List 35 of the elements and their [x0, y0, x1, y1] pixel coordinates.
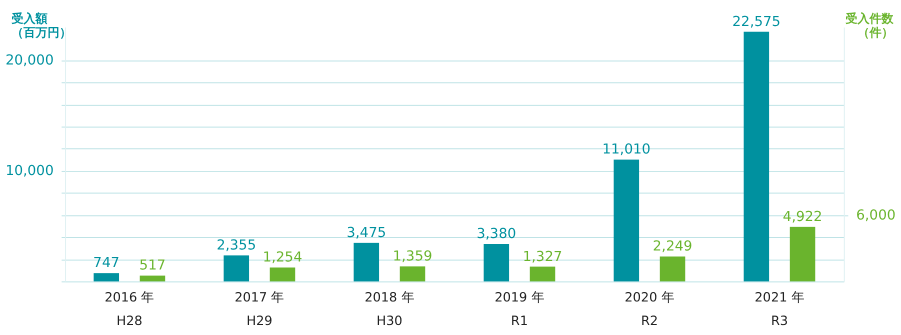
x-tick-label: 2016 年 H28 — [104, 290, 154, 330]
data-label: 22,575 — [732, 14, 781, 30]
y2-tick-label: 6,000 — [856, 207, 896, 224]
x-tick-label: 2018 年 H30 — [364, 290, 414, 330]
bar — [660, 256, 686, 282]
bar — [614, 160, 640, 282]
data-label: 747 — [93, 255, 120, 272]
bar — [224, 255, 250, 282]
x-tick-label: 2017 年 H29 — [234, 290, 284, 330]
data-label: 4,922 — [782, 209, 822, 226]
data-label: 2,249 — [652, 238, 692, 255]
y2-axis-title: 受入件数（件） — [844, 12, 895, 40]
data-label: 1,254 — [262, 250, 302, 266]
data-label: 3,380 — [476, 226, 516, 242]
bar — [94, 273, 120, 282]
bar — [790, 226, 816, 282]
bar — [744, 32, 770, 282]
y-tick-label: 10,000 — [5, 163, 54, 180]
y-axis-title: 受入額（百万円） — [10, 12, 72, 40]
bar — [484, 244, 510, 282]
data-label: 1,359 — [392, 248, 432, 264]
bar — [140, 276, 166, 282]
data-label: 517 — [139, 258, 166, 274]
x-tick-label: 2021 年 R3 — [754, 290, 804, 330]
x-tick-label: 2020 年 R2 — [624, 290, 674, 330]
data-label: 11,010 — [602, 142, 651, 158]
bar — [354, 242, 380, 282]
bar — [400, 266, 426, 282]
data-label: 2,355 — [216, 237, 256, 254]
y-tick-label: 20,000 — [5, 52, 54, 69]
bar — [530, 266, 556, 282]
data-label: 1,327 — [522, 248, 562, 265]
bar — [270, 267, 296, 282]
x-tick-label: 2019 年 R1 — [494, 290, 544, 330]
data-label: 3,475 — [346, 225, 386, 242]
